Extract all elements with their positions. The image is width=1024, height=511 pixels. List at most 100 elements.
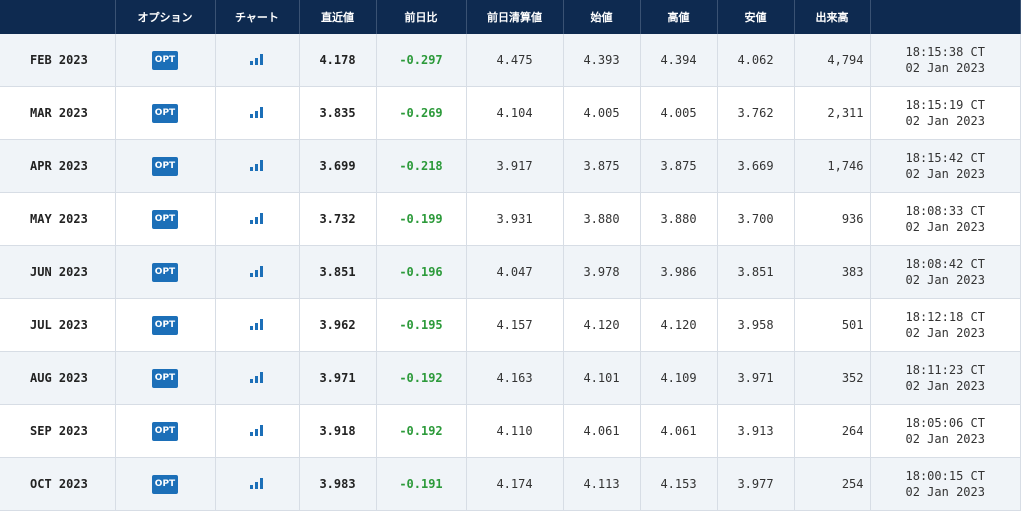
table-row: AUG 2023 OPT 3.971 -0.192 4.163 4.101 4.109 3.9… [0, 351, 1021, 405]
updated-date: 02 Jan 2023 [905, 326, 985, 340]
options-cell: OPT [115, 192, 216, 246]
updated-cell: 18:15:19 CT 02 Jan 2023 [870, 86, 1021, 140]
header-last[interactable]: 直近値 [299, 0, 377, 34]
open-price: 4.005 [563, 86, 641, 140]
updated-cell: 18:08:33 CT 02 Jan 2023 [870, 192, 1021, 246]
open-price: 4.061 [563, 404, 641, 458]
contract-month[interactable]: JUL 2023 [0, 298, 116, 352]
contract-month[interactable]: FEB 2023 [0, 34, 116, 87]
volume: 501 [794, 298, 871, 352]
chart-cell [215, 351, 300, 405]
high-price: 3.986 [640, 245, 718, 299]
volume: 2,311 [794, 86, 871, 140]
bar-chart-icon[interactable] [250, 318, 264, 333]
table-row: MAY 2023 OPT 3.732 -0.199 3.931 3.880 3.880 3.7… [0, 192, 1021, 246]
bar-chart-icon[interactable] [250, 477, 264, 492]
updated-time: 18:15:38 CT [905, 45, 985, 59]
low-price: 3.977 [717, 457, 795, 511]
prior-settle: 4.104 [466, 86, 564, 140]
contract-month[interactable]: APR 2023 [0, 139, 116, 193]
bar-chart-icon[interactable] [250, 424, 264, 439]
bar-chart-icon[interactable] [250, 106, 264, 121]
opt-button[interactable]: OPT [152, 209, 178, 229]
volume: 936 [794, 192, 871, 246]
opt-button[interactable]: OPT [152, 315, 178, 335]
updated-cell: 18:08:42 CT 02 Jan 2023 [870, 245, 1021, 299]
chart-cell [215, 192, 300, 246]
updated-date: 02 Jan 2023 [905, 485, 985, 499]
header-low[interactable]: 安値 [717, 0, 795, 34]
updated-cell: 18:00:15 CT 02 Jan 2023 [870, 457, 1021, 511]
header-options: オプション [115, 0, 216, 34]
updated-date: 02 Jan 2023 [905, 273, 985, 287]
open-price: 3.875 [563, 139, 641, 193]
high-price: 4.005 [640, 86, 718, 140]
low-price: 3.971 [717, 351, 795, 405]
last-price: 3.699 [299, 139, 377, 193]
open-price: 4.120 [563, 298, 641, 352]
volume: 254 [794, 457, 871, 511]
header-change[interactable]: 前日比 [376, 0, 467, 34]
opt-button[interactable]: OPT [152, 50, 178, 70]
opt-button[interactable]: OPT [152, 103, 178, 123]
low-price: 3.913 [717, 404, 795, 458]
updated-time: 18:15:19 CT [905, 98, 985, 112]
header-prior-settle[interactable]: 前日清算値 [466, 0, 564, 34]
updated-date: 02 Jan 2023 [905, 114, 985, 128]
price-change: -0.195 [376, 298, 467, 352]
bar-chart-icon[interactable] [250, 265, 264, 280]
prior-settle: 4.174 [466, 457, 564, 511]
header-month [0, 0, 116, 34]
opt-button[interactable]: OPT [152, 474, 178, 494]
high-price: 4.394 [640, 34, 718, 87]
contract-month[interactable]: MAY 2023 [0, 192, 116, 246]
price-change: -0.297 [376, 34, 467, 87]
contract-month[interactable]: OCT 2023 [0, 457, 116, 511]
opt-button[interactable]: OPT [152, 156, 178, 176]
opt-button[interactable]: OPT [152, 262, 178, 282]
contract-month[interactable]: MAR 2023 [0, 86, 116, 140]
updated-time: 18:08:33 CT [905, 204, 985, 218]
price-change: -0.191 [376, 457, 467, 511]
prior-settle: 4.157 [466, 298, 564, 352]
bar-chart-icon[interactable] [250, 212, 264, 227]
chart-cell [215, 34, 300, 87]
updated-cell: 18:11:23 CT 02 Jan 2023 [870, 351, 1021, 405]
low-price: 4.062 [717, 34, 795, 87]
opt-button[interactable]: OPT [152, 421, 178, 441]
updated-time: 18:00:15 CT [905, 469, 985, 483]
last-price: 3.851 [299, 245, 377, 299]
updated-time: 18:08:42 CT [905, 257, 985, 271]
options-cell: OPT [115, 86, 216, 140]
contract-month[interactable]: SEP 2023 [0, 404, 116, 458]
header-volume[interactable]: 出来高 [794, 0, 871, 34]
last-price: 3.918 [299, 404, 377, 458]
header-updated [870, 0, 1021, 34]
table-row: OCT 2023 OPT 3.983 -0.191 4.174 4.113 4.153 3.9… [0, 457, 1021, 511]
bar-chart-icon[interactable] [250, 53, 264, 68]
prior-settle: 4.047 [466, 245, 564, 299]
open-price: 3.880 [563, 192, 641, 246]
prior-settle: 4.110 [466, 404, 564, 458]
header-high[interactable]: 高値 [640, 0, 718, 34]
contract-month[interactable]: AUG 2023 [0, 351, 116, 405]
options-cell: OPT [115, 351, 216, 405]
price-change: -0.192 [376, 351, 467, 405]
last-price: 3.971 [299, 351, 377, 405]
updated-time: 18:05:06 CT [905, 416, 985, 430]
header-open[interactable]: 始値 [563, 0, 641, 34]
options-cell: OPT [115, 298, 216, 352]
prior-settle: 3.917 [466, 139, 564, 193]
last-price: 3.835 [299, 86, 377, 140]
opt-button[interactable]: OPT [152, 368, 178, 388]
contract-month[interactable]: JUN 2023 [0, 245, 116, 299]
table-row: MAR 2023 OPT 3.835 -0.269 4.104 4.005 4.005 3.7… [0, 86, 1021, 140]
low-price: 3.762 [717, 86, 795, 140]
options-cell: OPT [115, 245, 216, 299]
high-price: 4.109 [640, 351, 718, 405]
volume: 264 [794, 404, 871, 458]
bar-chart-icon[interactable] [250, 159, 264, 174]
high-price: 3.880 [640, 192, 718, 246]
low-price: 3.851 [717, 245, 795, 299]
bar-chart-icon[interactable] [250, 371, 264, 386]
